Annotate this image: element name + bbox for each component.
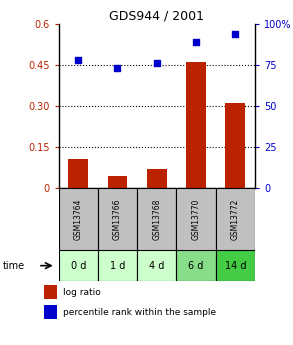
- Text: GSM13772: GSM13772: [231, 198, 240, 240]
- Text: GSM13768: GSM13768: [152, 198, 161, 240]
- Text: 14 d: 14 d: [224, 261, 246, 270]
- Text: 6 d: 6 d: [188, 261, 204, 270]
- Point: [233, 31, 238, 37]
- Point: [194, 39, 198, 45]
- Text: 4 d: 4 d: [149, 261, 164, 270]
- Text: log ratio: log ratio: [63, 288, 101, 297]
- Text: percentile rank within the sample: percentile rank within the sample: [63, 308, 216, 317]
- Bar: [176, 250, 216, 281]
- Bar: [98, 250, 137, 281]
- Bar: [216, 188, 255, 250]
- Bar: [186, 62, 206, 188]
- Title: GDS944 / 2001: GDS944 / 2001: [109, 10, 204, 23]
- Bar: [147, 169, 166, 188]
- Text: time: time: [3, 261, 25, 270]
- Bar: [59, 250, 98, 281]
- Text: GSM13770: GSM13770: [192, 198, 200, 240]
- Point: [154, 61, 159, 66]
- Bar: [226, 104, 245, 188]
- Text: GSM13764: GSM13764: [74, 198, 83, 240]
- Point: [115, 66, 120, 71]
- Bar: [59, 188, 98, 250]
- Text: 1 d: 1 d: [110, 261, 125, 270]
- Bar: [137, 188, 176, 250]
- Bar: [216, 250, 255, 281]
- Bar: [44, 285, 57, 299]
- Text: 0 d: 0 d: [71, 261, 86, 270]
- Point: [76, 57, 81, 63]
- Bar: [108, 176, 127, 188]
- Bar: [44, 305, 57, 319]
- Bar: [137, 250, 176, 281]
- Bar: [176, 188, 216, 250]
- Bar: [98, 188, 137, 250]
- Text: GSM13766: GSM13766: [113, 198, 122, 240]
- Bar: [68, 159, 88, 188]
